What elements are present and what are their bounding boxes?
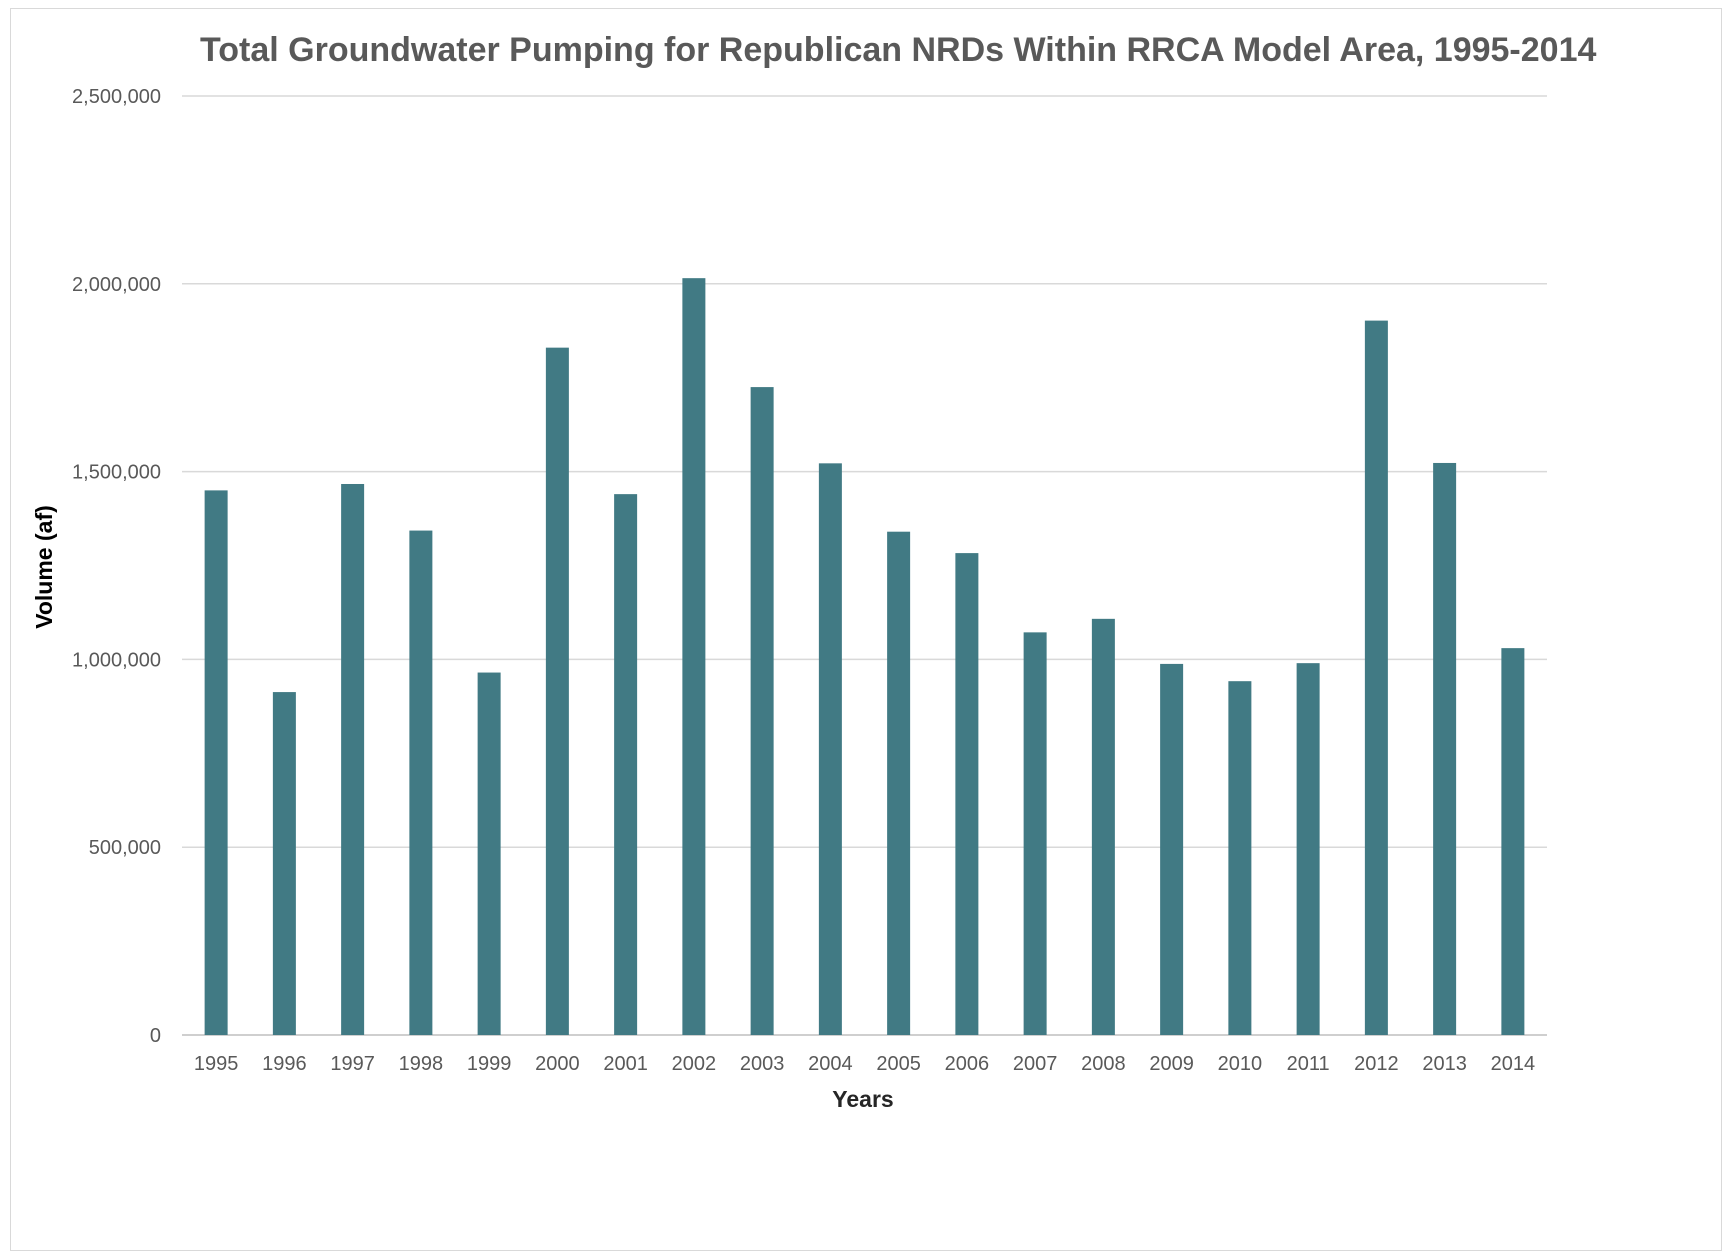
bar-2004 [818,463,842,1035]
bar-2001 [614,494,638,1035]
bar-2002 [682,278,706,1035]
bar-1999 [477,672,501,1035]
y-tick-label: 1,000,000 [72,649,161,671]
bar-1997 [341,483,365,1035]
bar-2009 [1160,663,1184,1035]
y-tick-label: 500,000 [89,837,161,859]
bar-2014 [1501,648,1525,1035]
y-tick-label: 1,500,000 [72,462,161,484]
x-tick-label: 1996 [262,1053,307,1075]
x-tick-label: 2013 [1422,1053,1467,1075]
bar-2008 [1091,618,1115,1035]
bar-1998 [409,530,433,1035]
chart-title: Total Groundwater Pumping for Republican… [200,31,1596,69]
gridlines [182,95,1547,1036]
chart-frame: Total Groundwater Pumping for Republican… [10,8,1722,1251]
x-axis-tick-labels: 1995 1996 1997 1998 1999 2000 2001 2002 2003 2004… [194,1053,1535,1075]
x-tick-label: 1998 [399,1053,444,1075]
bar-2006 [955,553,979,1035]
x-tick-label: 2007 [1013,1053,1058,1075]
y-tick-label: 2,500,000 [72,86,161,108]
x-tick-label: 2006 [945,1053,990,1075]
x-tick-label: 2002 [672,1053,717,1075]
bar-2003 [750,387,774,1036]
x-tick-label: 2009 [1149,1053,1194,1075]
x-tick-label: 2012 [1354,1053,1399,1075]
x-tick-label: 2010 [1218,1053,1263,1075]
y-tick-label: 2,000,000 [72,274,161,296]
x-tick-label: 1995 [194,1053,239,1075]
x-tick-label: 2000 [535,1053,580,1075]
x-tick-label: 2004 [808,1053,853,1075]
bar-2005 [887,531,911,1035]
y-axis-tick-labels: 0 500,000 1,000,000 1,500,000 2,000,000 2,500… [72,86,161,1047]
bar-2007 [1023,632,1047,1035]
bars [204,278,1525,1036]
bar-2011 [1296,663,1320,1035]
x-tick-label: 2001 [603,1053,648,1075]
bar-2013 [1433,462,1457,1036]
bar-1996 [272,692,296,1035]
x-tick-label: 2003 [740,1053,785,1075]
bar-2012 [1364,320,1388,1036]
x-tick-label: 1997 [330,1053,375,1075]
x-tick-label: 2005 [876,1053,921,1075]
y-tick-label: 0 [150,1025,161,1047]
x-tick-label: 2008 [1081,1053,1126,1075]
x-axis-title: Years [832,1086,893,1112]
bar-2000 [545,347,569,1036]
y-axis-title: Volume (af) [31,505,57,629]
bar-chart: Total Groundwater Pumping for Republican… [31,31,1596,1112]
x-tick-label: 1999 [467,1053,512,1075]
x-tick-label: 2011 [1287,1053,1330,1075]
bar-1995 [204,490,228,1035]
x-tick-label: 2014 [1491,1053,1536,1075]
bar-2010 [1228,681,1252,1035]
